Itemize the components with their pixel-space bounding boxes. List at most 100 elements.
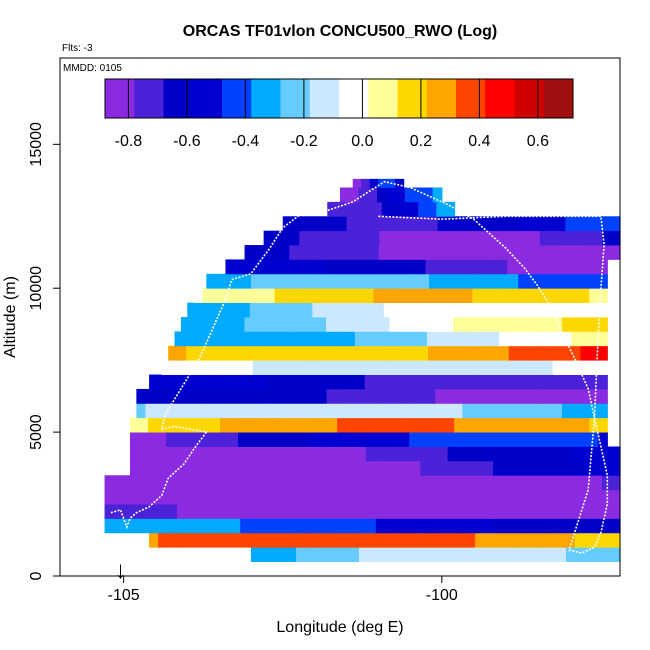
heatmap-cell: [360, 245, 371, 260]
heatmap-cell: [489, 360, 499, 375]
heatmap-cell: [208, 317, 218, 332]
heatmap-cell: [349, 187, 360, 203]
heatmap-cell: [483, 460, 494, 476]
heatmap-cell: [194, 489, 205, 505]
heatmap-cell: [538, 489, 549, 505]
heatmap-cell: [480, 403, 491, 419]
heatmap-cell: [454, 331, 464, 347]
heatmap-cell: [318, 331, 329, 347]
heatmap-cell: [294, 302, 305, 318]
heatmap-cell: [364, 374, 375, 390]
heatmap-cell: [194, 475, 205, 491]
heatmap-cell: [290, 403, 300, 419]
heatmap-cell: [463, 345, 474, 361]
heatmap-cell: [265, 417, 275, 433]
heatmap-cell: [452, 360, 463, 375]
heatmap-cell: [535, 432, 545, 447]
heatmap-cell: [444, 403, 454, 419]
heatmap-cell: [166, 417, 176, 433]
heatmap-cell: [580, 288, 590, 304]
heatmap-cell: [365, 446, 376, 462]
heatmap-cell: [347, 345, 357, 361]
heatmap-cell: [427, 374, 438, 390]
heatmap-cell: [158, 374, 168, 390]
heatmap-cell: [149, 518, 160, 534]
heatmap-cell: [309, 331, 320, 347]
heatmap-cell: [583, 489, 594, 505]
heatmap-cell: [321, 504, 332, 519]
heatmap-cell: [565, 504, 576, 519]
heatmap-cell: [429, 273, 439, 289]
heatmap-cell: [283, 432, 293, 447]
heatmap-cell: [562, 432, 572, 447]
heatmap-cell: [601, 216, 612, 232]
heatmap-cell: [534, 317, 545, 332]
heatmap-cell: [481, 417, 491, 433]
heatmap-cell: [446, 302, 456, 318]
heatmap-cell: [461, 259, 472, 275]
heatmap-cell: [553, 374, 563, 390]
heatmap-cell: [389, 317, 400, 332]
heatmap-cell: [448, 489, 458, 505]
heatmap-cell: [456, 532, 467, 548]
heatmap-cell: [441, 245, 451, 260]
heatmap-cell: [250, 273, 261, 289]
heatmap-cell: [455, 216, 466, 232]
heatmap-cell: [470, 360, 481, 375]
heatmap-cell: [231, 475, 241, 491]
heatmap-cell: [428, 345, 438, 361]
heatmap-cell: [441, 230, 452, 246]
heatmap-cell: [357, 532, 368, 548]
heatmap-cell: [272, 230, 283, 246]
heatmap-cell: [298, 317, 309, 332]
heatmap-cell: [456, 460, 467, 476]
heatmap-cell: [186, 345, 196, 361]
heatmap-cell: [534, 403, 545, 419]
heatmap-cell: [538, 547, 549, 563]
heatmap-cell: [526, 302, 537, 318]
heatmap-cell: [328, 432, 338, 447]
heatmap-cell: [502, 504, 513, 519]
heatmap-cell: [570, 259, 581, 275]
heatmap-cell: [521, 245, 532, 260]
heatmap-cell: [516, 388, 527, 404]
heatmap-cell: [285, 475, 296, 491]
heatmap-cell: [436, 417, 446, 433]
heatmap-cell: [276, 518, 286, 534]
heatmap-cell: [247, 374, 258, 390]
heatmap-cell: [529, 489, 540, 505]
colorbar-swatch: [251, 79, 281, 118]
heatmap-cell: [499, 374, 510, 390]
heatmap-cell: [507, 403, 518, 419]
heatmap-cell: [574, 532, 585, 548]
heatmap-cell: [222, 504, 232, 519]
heatmap-cell: [247, 288, 258, 304]
heatmap-cell: [308, 388, 319, 404]
heatmap-cell: [499, 345, 510, 361]
heatmap-cell: [176, 504, 187, 519]
heatmap-cell: [357, 302, 367, 318]
heatmap-cell: [291, 216, 302, 232]
heatmap-cell: [301, 432, 311, 447]
heatmap-cell: [516, 403, 527, 419]
heatmap-cell: [495, 230, 505, 246]
heatmap-cell: [307, 245, 317, 260]
heatmap-cell: [149, 475, 160, 491]
heatmap-cell: [303, 532, 313, 548]
heatmap-cell: [529, 475, 540, 491]
heatmap-cell: [583, 446, 594, 462]
heatmap-cell: [420, 273, 430, 289]
heatmap-cell: [249, 475, 259, 491]
heatmap-cell: [472, 374, 483, 390]
heatmap-cell: [353, 317, 363, 332]
heatmap-cell: [556, 475, 567, 491]
heatmap-cell: [344, 388, 355, 404]
heatmap-cell: [450, 245, 460, 260]
colorbar-tick-labels: -0.8 -0.6 -0.4 -0.2 0.0 0.2 0.4 0.6: [115, 133, 550, 150]
heatmap-cell: [226, 403, 237, 419]
heatmap-cell: [448, 547, 459, 563]
x-axis: -105 -100: [108, 576, 458, 604]
heatmap-cell: [382, 374, 393, 390]
heatmap-cell: [466, 547, 477, 563]
heatmap-cell: [601, 518, 612, 534]
